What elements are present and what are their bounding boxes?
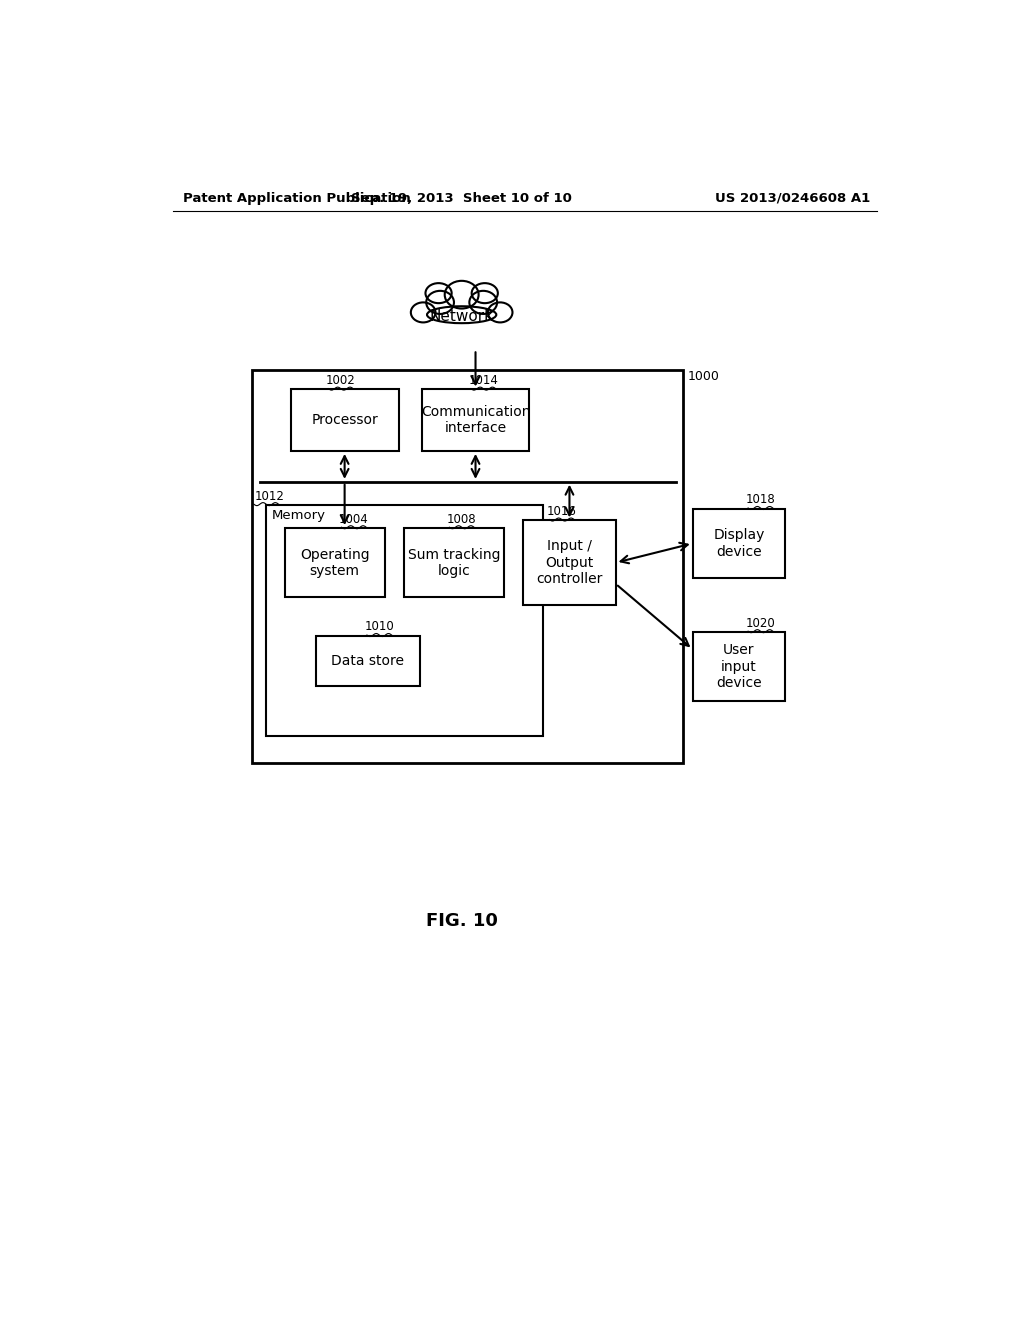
Text: Processor: Processor xyxy=(311,413,378,428)
Text: Input /
Output
controller: Input / Output controller xyxy=(537,540,603,586)
Ellipse shape xyxy=(444,281,478,309)
Text: 1020: 1020 xyxy=(745,616,775,630)
Bar xyxy=(692,632,785,701)
Ellipse shape xyxy=(472,284,498,304)
Ellipse shape xyxy=(411,302,435,322)
Bar xyxy=(315,636,420,686)
Text: Data store: Data store xyxy=(331,653,404,668)
Text: Sep. 19, 2013  Sheet 10 of 10: Sep. 19, 2013 Sheet 10 of 10 xyxy=(351,191,572,205)
Text: 1014: 1014 xyxy=(468,374,498,387)
Ellipse shape xyxy=(425,284,452,304)
Bar xyxy=(291,389,398,451)
Text: 1008: 1008 xyxy=(446,512,476,525)
Text: FIG. 10: FIG. 10 xyxy=(426,912,498,929)
Text: Patent Application Publication: Patent Application Publication xyxy=(183,191,411,205)
Bar xyxy=(266,506,544,737)
Ellipse shape xyxy=(427,306,497,323)
Text: Operating
system: Operating system xyxy=(300,548,370,578)
Bar xyxy=(403,528,504,598)
Text: 1002: 1002 xyxy=(326,374,355,387)
Text: 1016: 1016 xyxy=(547,506,577,517)
Text: Display
device: Display device xyxy=(713,528,765,558)
Text: Network: Network xyxy=(430,309,494,323)
Text: Memory: Memory xyxy=(272,510,327,523)
Text: User
input
device: User input device xyxy=(716,643,762,690)
Bar xyxy=(285,528,385,598)
Ellipse shape xyxy=(469,290,497,314)
Text: Sum tracking
logic: Sum tracking logic xyxy=(408,548,500,578)
Text: 1000: 1000 xyxy=(688,370,720,383)
Bar xyxy=(252,370,683,763)
Text: 1010: 1010 xyxy=(365,620,394,634)
Text: 1018: 1018 xyxy=(745,494,775,507)
Text: Communication
interface: Communication interface xyxy=(421,405,530,436)
Ellipse shape xyxy=(426,290,454,314)
Ellipse shape xyxy=(487,302,512,322)
Bar xyxy=(692,508,785,578)
Bar xyxy=(422,389,529,451)
Text: 1012: 1012 xyxy=(255,490,285,503)
Text: US 2013/0246608 A1: US 2013/0246608 A1 xyxy=(715,191,869,205)
Text: 1004: 1004 xyxy=(339,512,369,525)
Bar xyxy=(523,520,615,605)
